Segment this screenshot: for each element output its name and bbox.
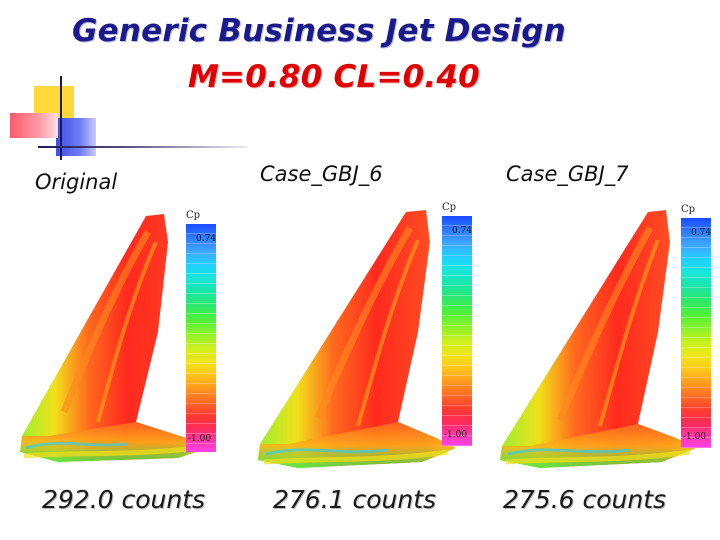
decorative-blue-square bbox=[56, 118, 96, 156]
colorbar-case-gbj-6: Cp 0.74 -1.00 bbox=[442, 202, 482, 454]
panel-label-original: Original bbox=[35, 170, 118, 194]
colorbar-title: Cp bbox=[681, 204, 696, 215]
drag-counts-case-gbj-7: 275.6 counts bbox=[503, 485, 667, 514]
drag-counts-case-gbj-6: 276.1 counts bbox=[273, 485, 437, 514]
wing-pressure-plot-case-gbj-7 bbox=[500, 210, 700, 472]
colorbar-gradient bbox=[442, 216, 472, 446]
colorbar-max-label: 0.74 bbox=[691, 228, 712, 238]
colorbar-min-label: -1.00 bbox=[444, 430, 468, 440]
wing-pressure-plot-original bbox=[18, 212, 218, 472]
colorbar-min-label: -1.00 bbox=[683, 432, 707, 442]
colorbar-case-gbj-7: Cp 0.74 -1.00 bbox=[681, 204, 719, 456]
colorbar-title: Cp bbox=[442, 202, 457, 213]
colorbar-original: Cp 0.74 -1.00 bbox=[186, 210, 226, 460]
wing-pressure-image bbox=[258, 210, 456, 468]
decorative-horizontal-line bbox=[38, 146, 248, 148]
panel-label-case-gbj-6: Case_GBJ_6 bbox=[260, 162, 383, 186]
colorbar-gradient bbox=[186, 224, 216, 452]
colorbar-min-label: -1.00 bbox=[188, 434, 212, 444]
decorative-vertical-line bbox=[60, 76, 62, 160]
colorbar-title: Cp bbox=[186, 210, 201, 221]
colorbar-max-label: 0.74 bbox=[196, 234, 217, 244]
colorbar-gradient bbox=[681, 218, 711, 448]
slide-title: Generic Business Jet Design bbox=[72, 13, 566, 49]
wing-pressure-image bbox=[500, 210, 696, 468]
drag-counts-original: 292.0 counts bbox=[42, 485, 206, 514]
panel-label-case-gbj-7: Case_GBJ_7 bbox=[506, 162, 629, 186]
slide-subtitle: M=0.80 CL=0.40 bbox=[188, 59, 480, 95]
wing-pressure-image bbox=[20, 214, 214, 462]
decorative-pink-square bbox=[10, 113, 58, 138]
colorbar-max-label: 0.74 bbox=[452, 226, 473, 236]
wing-pressure-plot-case-gbj-6 bbox=[258, 210, 458, 472]
